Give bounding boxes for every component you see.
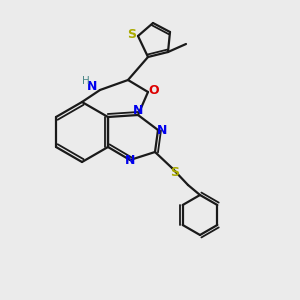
Text: N: N xyxy=(87,80,97,94)
Text: S: S xyxy=(170,167,179,179)
Text: O: O xyxy=(149,83,159,97)
Text: S: S xyxy=(128,28,136,41)
Text: N: N xyxy=(133,103,143,116)
Text: N: N xyxy=(157,124,167,136)
Text: H: H xyxy=(82,76,90,86)
Text: N: N xyxy=(125,154,135,166)
